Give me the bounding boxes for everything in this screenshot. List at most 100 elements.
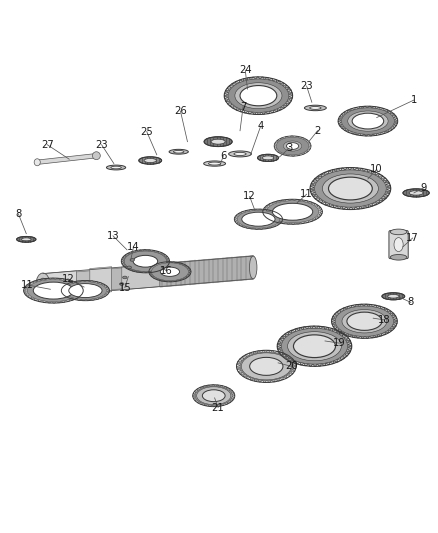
Ellipse shape [258, 154, 279, 161]
Text: 21: 21 [212, 402, 225, 413]
Ellipse shape [322, 174, 378, 203]
Ellipse shape [242, 212, 275, 226]
Text: 18: 18 [378, 315, 391, 325]
Text: 9: 9 [421, 183, 427, 192]
Ellipse shape [382, 293, 405, 300]
Ellipse shape [229, 151, 251, 157]
Polygon shape [277, 326, 352, 366]
Ellipse shape [21, 238, 31, 241]
Ellipse shape [276, 137, 309, 155]
Ellipse shape [152, 263, 188, 281]
Ellipse shape [144, 158, 156, 163]
Ellipse shape [342, 310, 387, 333]
Text: 2: 2 [314, 126, 321, 136]
Text: 7: 7 [240, 102, 246, 111]
Ellipse shape [160, 267, 180, 277]
Text: 4: 4 [258, 122, 264, 131]
Text: 16: 16 [160, 266, 173, 276]
Ellipse shape [208, 162, 221, 165]
Polygon shape [43, 271, 77, 296]
Polygon shape [149, 262, 191, 282]
Ellipse shape [352, 113, 384, 129]
Polygon shape [37, 154, 96, 165]
Ellipse shape [127, 266, 131, 269]
Text: 11: 11 [21, 280, 34, 290]
Ellipse shape [123, 276, 127, 279]
Ellipse shape [403, 189, 429, 197]
Ellipse shape [394, 238, 403, 252]
Ellipse shape [133, 255, 158, 267]
Ellipse shape [27, 280, 80, 302]
Ellipse shape [202, 390, 225, 402]
Ellipse shape [169, 149, 188, 154]
Polygon shape [310, 167, 391, 209]
Text: 10: 10 [371, 164, 383, 174]
Ellipse shape [120, 282, 124, 285]
Ellipse shape [130, 259, 134, 261]
Ellipse shape [235, 83, 282, 109]
Polygon shape [263, 199, 322, 224]
Text: 14: 14 [127, 242, 140, 252]
Text: 11: 11 [300, 189, 313, 199]
Ellipse shape [92, 152, 100, 159]
Polygon shape [237, 350, 296, 383]
Ellipse shape [272, 203, 313, 220]
Text: 3: 3 [286, 143, 292, 154]
Polygon shape [122, 264, 160, 290]
Ellipse shape [409, 191, 423, 195]
Polygon shape [332, 304, 397, 338]
Polygon shape [43, 256, 253, 296]
Text: 8: 8 [408, 297, 414, 308]
Ellipse shape [64, 281, 106, 300]
Polygon shape [224, 77, 293, 115]
Polygon shape [160, 256, 253, 287]
Ellipse shape [111, 166, 121, 169]
Ellipse shape [262, 156, 274, 160]
Ellipse shape [237, 211, 279, 228]
Ellipse shape [33, 282, 74, 299]
Polygon shape [24, 278, 83, 303]
Ellipse shape [283, 141, 302, 151]
Ellipse shape [288, 332, 341, 361]
Ellipse shape [240, 352, 293, 381]
Polygon shape [90, 266, 112, 294]
Ellipse shape [241, 353, 291, 380]
Ellipse shape [173, 150, 184, 153]
Polygon shape [121, 249, 170, 273]
Ellipse shape [341, 108, 395, 134]
Polygon shape [274, 136, 311, 156]
Ellipse shape [250, 357, 283, 375]
FancyBboxPatch shape [389, 231, 408, 259]
Ellipse shape [266, 201, 319, 223]
Text: 19: 19 [333, 338, 346, 348]
Polygon shape [193, 385, 235, 407]
Ellipse shape [228, 79, 289, 112]
Text: 6: 6 [220, 151, 226, 160]
Ellipse shape [240, 86, 277, 106]
Text: 15: 15 [118, 282, 131, 293]
Text: 12: 12 [61, 274, 74, 284]
Text: 23: 23 [95, 140, 108, 150]
Ellipse shape [195, 386, 232, 405]
Ellipse shape [234, 152, 246, 156]
Ellipse shape [39, 278, 47, 292]
Polygon shape [77, 271, 90, 293]
Polygon shape [234, 209, 283, 229]
Ellipse shape [390, 255, 407, 260]
Ellipse shape [34, 159, 40, 166]
Text: 26: 26 [174, 106, 187, 116]
Text: 13: 13 [107, 231, 119, 241]
Ellipse shape [106, 165, 126, 170]
Ellipse shape [314, 170, 386, 207]
Ellipse shape [347, 312, 382, 330]
Text: 12: 12 [243, 191, 256, 201]
Ellipse shape [388, 295, 399, 298]
Text: 23: 23 [300, 81, 313, 91]
Ellipse shape [328, 177, 372, 200]
Ellipse shape [335, 306, 394, 336]
Text: 20: 20 [285, 361, 297, 372]
Ellipse shape [348, 111, 388, 131]
Ellipse shape [139, 157, 162, 164]
Ellipse shape [124, 251, 166, 271]
Polygon shape [338, 106, 398, 136]
